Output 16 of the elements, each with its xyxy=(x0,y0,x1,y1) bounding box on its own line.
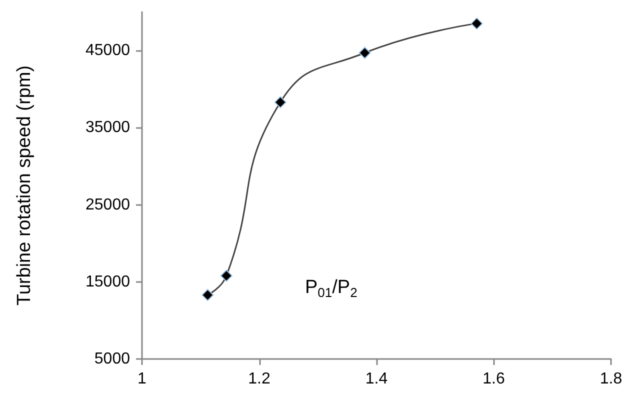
x-tick-label: 1.8 xyxy=(600,370,622,388)
y-tick-label: 35000 xyxy=(86,119,130,136)
point xyxy=(470,18,483,30)
point xyxy=(220,270,232,282)
point xyxy=(274,96,286,108)
point xyxy=(358,46,371,59)
x-tick-label: 1 xyxy=(138,370,147,388)
x-tick-label: 1.2 xyxy=(248,370,270,388)
y-axis-title: Turbine rotation speed (rpm) xyxy=(14,65,35,306)
x-tick-label: 1.6 xyxy=(482,370,505,388)
y-tick-label: 25000 xyxy=(86,196,130,214)
x-tick-label: 1.4 xyxy=(365,370,388,388)
point xyxy=(202,289,214,301)
y-tick-label: 5000 xyxy=(94,350,130,368)
y-tick-label: 15000 xyxy=(86,273,130,290)
y-tick-label: 45000 xyxy=(86,42,130,60)
